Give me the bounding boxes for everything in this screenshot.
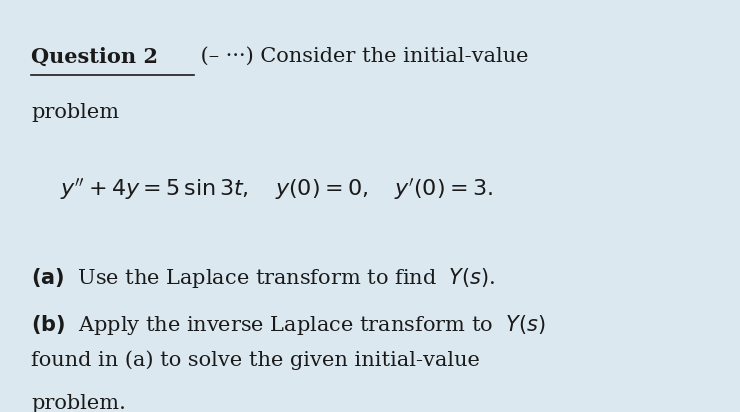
Text: problem.: problem. <box>31 394 126 412</box>
Text: $\mathbf{(b)}$  Apply the inverse Laplace transform to  $Y(s)$: $\mathbf{(b)}$ Apply the inverse Laplace… <box>31 313 545 337</box>
Text: found in ​(a) to solve the given initial‑value: found in ​(a) to solve the given initial… <box>31 351 480 370</box>
Text: $y'' + 4y = 5\,\sin 3t, \quad y(0) = 0, \quad y'(0) = 3.$: $y'' + 4y = 5\,\sin 3t, \quad y(0) = 0, … <box>61 177 494 202</box>
Text: $\mathbf{(a)}$  Use the Laplace transform to find  $Y(s)$.: $\mathbf{(a)}$ Use the Laplace transform… <box>31 266 495 290</box>
Text: (– ···) Consider the initial‑value: (– ···) Consider the initial‑value <box>194 47 528 66</box>
Text: Question 2: Question 2 <box>31 47 158 67</box>
Text: problem: problem <box>31 103 119 122</box>
